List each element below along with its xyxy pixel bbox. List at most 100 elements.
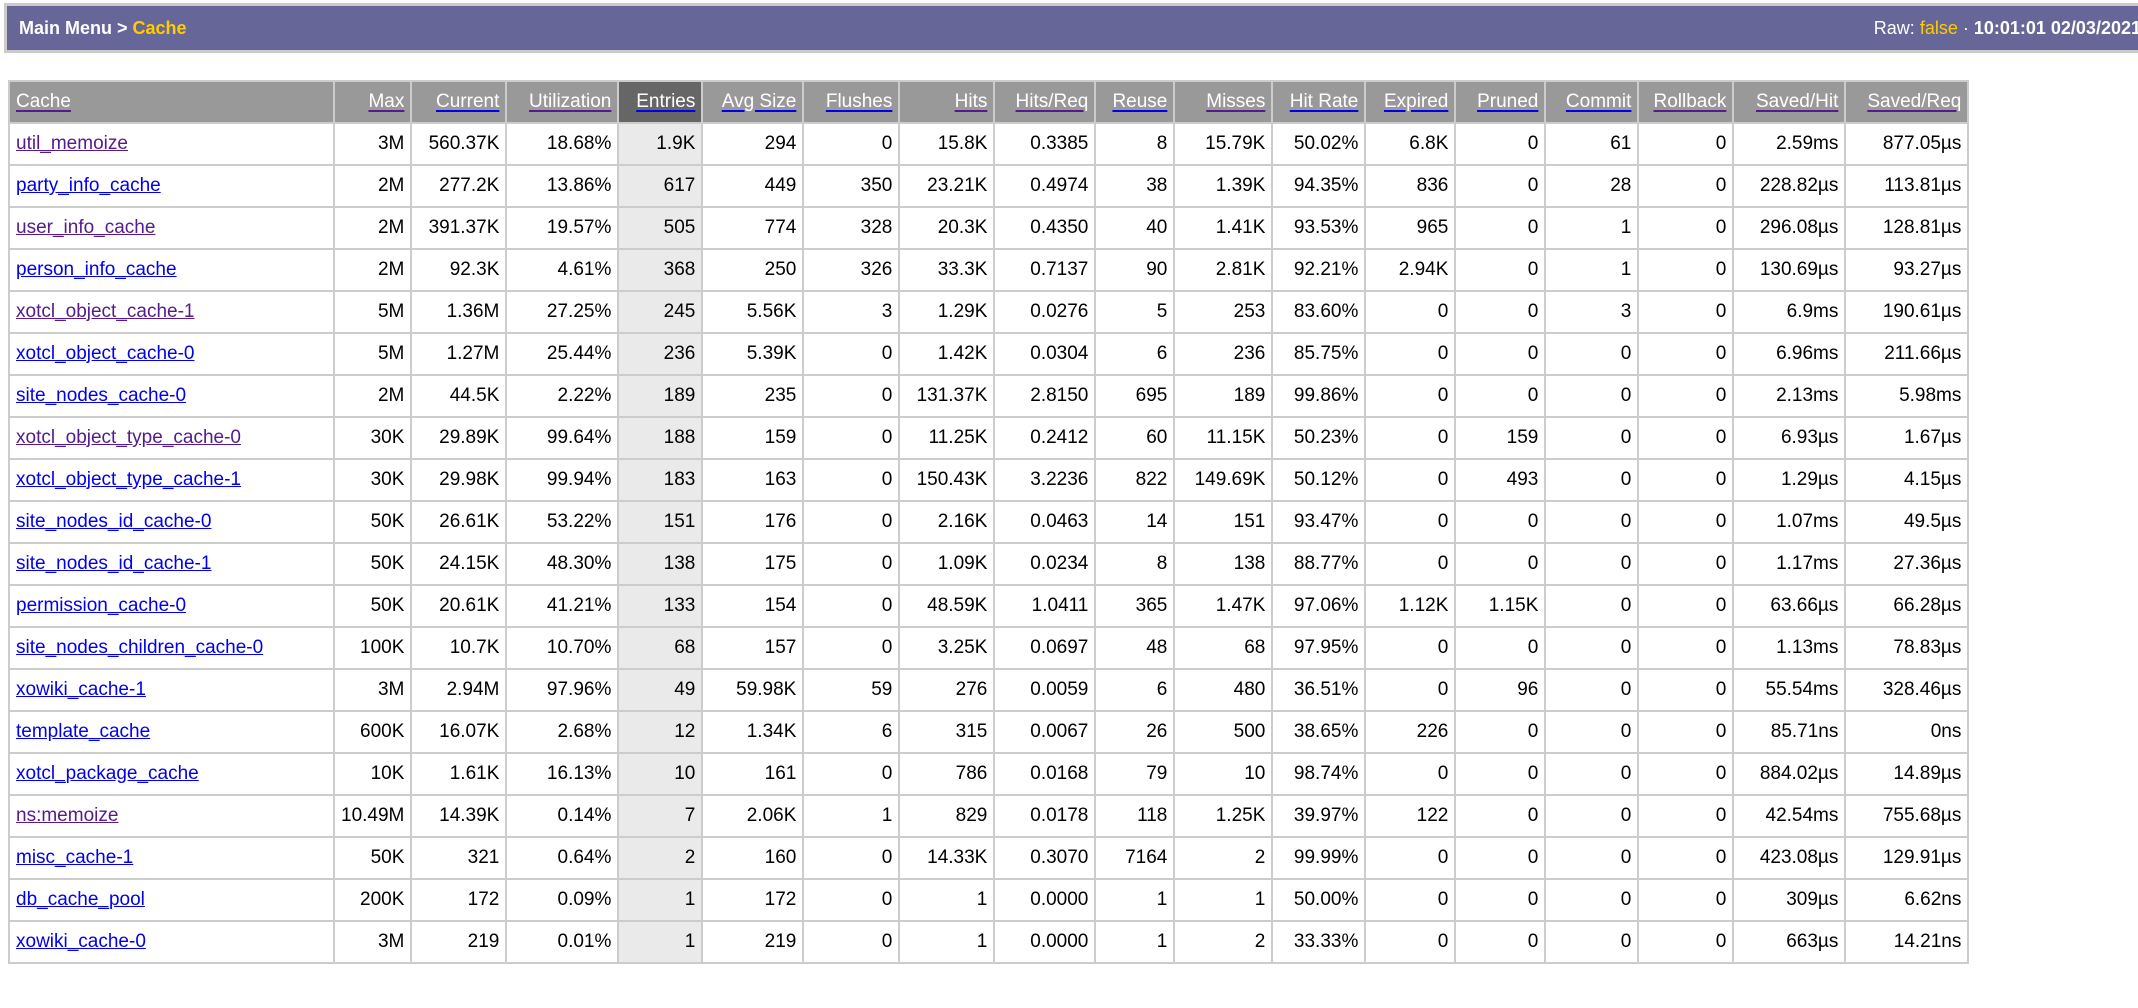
sort-link-hit-rate[interactable]: Hit Rate (1289, 91, 1359, 112)
cell-max: 30K (332, 458, 413, 502)
cell-max: 50K (332, 836, 413, 880)
sort-link-commit[interactable]: Commit (1565, 91, 1632, 112)
cell-pruned: 0 (1454, 332, 1547, 376)
cell-entries: 617 (617, 164, 704, 208)
cell-entries: 68 (617, 626, 704, 670)
cache-name-link[interactable]: template_cache (16, 721, 151, 742)
cell-reuse: 8 (1094, 542, 1176, 586)
cell-max: 200K (332, 878, 413, 922)
cache-name-link[interactable]: site_nodes_id_cache-0 (16, 511, 212, 532)
column-header-saved-req: Saved/Req (1844, 80, 1970, 124)
cache-name-link[interactable]: xowiki_cache-0 (16, 931, 146, 952)
sort-link-reuse[interactable]: Reuse (1112, 91, 1168, 112)
cell-hit-rate: 92.21% (1271, 248, 1367, 292)
cell-hits-req: 0.0276 (993, 290, 1097, 334)
cache-name-link[interactable]: xotcl_object_cache-1 (16, 301, 195, 322)
cell-flushes: 3 (802, 290, 901, 334)
cache-name-link[interactable]: site_nodes_children_cache-0 (16, 637, 264, 658)
cell-expired: 0 (1364, 458, 1457, 502)
sort-link-hits[interactable]: Hits (954, 91, 988, 112)
cache-name-link[interactable]: xowiki_cache-1 (16, 679, 146, 700)
cell-commit: 0 (1544, 878, 1640, 922)
cell-reuse: 5 (1094, 290, 1176, 334)
sort-link-utilization[interactable]: Utilization (529, 91, 612, 112)
cell-max: 10K (332, 752, 413, 796)
cell-hit-rate: 50.02% (1271, 122, 1367, 166)
cache-name-link[interactable]: site_nodes_cache-0 (16, 385, 187, 406)
cache-name-link[interactable]: xotcl_object_type_cache-1 (16, 469, 241, 490)
cell-max: 2M (332, 374, 413, 418)
breadcrumb-main-menu[interactable]: Main Menu (19, 17, 112, 38)
cell-hits-req: 0.0067 (993, 710, 1097, 754)
cache-name-link[interactable]: ns:memoize (16, 805, 119, 826)
cell-hits-req: 2.8150 (993, 374, 1097, 418)
sort-link-pruned[interactable]: Pruned (1477, 91, 1539, 112)
sort-link-entries[interactable]: Entries (636, 91, 696, 112)
cell-avg-size: 154 (701, 584, 805, 628)
sort-link-avg-size[interactable]: Avg Size (721, 91, 797, 112)
cell-max: 2M (332, 164, 413, 208)
cell-current: 1.61K (410, 752, 508, 796)
cell-avg-size: 157 (701, 626, 805, 670)
cell-current: 10.7K (410, 626, 508, 670)
cell-entries: 188 (617, 416, 704, 460)
sort-link-saved-hit[interactable]: Saved/Hit (1756, 91, 1839, 112)
sort-link-cache[interactable]: Cache (16, 91, 71, 112)
cache-name-link[interactable]: permission_cache-0 (16, 595, 187, 616)
cache-name-link[interactable]: xotcl_object_cache-0 (16, 343, 195, 364)
cell-avg-size: 1.34K (701, 710, 805, 754)
cache-name-link[interactable]: site_nodes_id_cache-1 (16, 553, 212, 574)
raw-toggle[interactable]: false (1919, 17, 1958, 38)
sort-link-expired[interactable]: Expired (1383, 91, 1449, 112)
cell-current: 24.15K (410, 542, 508, 586)
table-row: xowiki_cache-1 3M 2.94M 97.96% 49 59.98K 59 276… (8, 668, 1970, 712)
cell-utilization: 99.64% (505, 416, 620, 460)
sort-link-current[interactable]: Current (436, 91, 500, 112)
cell-max: 3M (332, 122, 413, 166)
cell-hits: 48.59K (898, 584, 996, 628)
sort-link-hits-req[interactable]: Hits/Req (1015, 91, 1089, 112)
cell-saved-req: 190.61µs (1844, 290, 1970, 334)
table-row: party_info_cache 2M 277.2K 13.86% 617 449 350 2… (8, 164, 1970, 208)
cache-name-link[interactable]: party_info_cache (16, 175, 161, 196)
cell-saved-req: 6.62ns (1844, 878, 1970, 922)
cache-name-link[interactable]: user_info_cache (16, 217, 156, 238)
cell-hit-rate: 99.99% (1271, 836, 1367, 880)
cache-name-link[interactable]: xotcl_package_cache (16, 763, 199, 784)
sort-link-flushes[interactable]: Flushes (825, 91, 893, 112)
sort-link-saved-req[interactable]: Saved/Req (1867, 91, 1962, 112)
sort-link-rollback[interactable]: Rollback (1653, 91, 1727, 112)
cache-name-link[interactable]: person_info_cache (16, 259, 177, 280)
cell-entries: 7 (617, 794, 704, 838)
cell-utilization: 2.22% (505, 374, 620, 418)
cell-entries: 10 (617, 752, 704, 796)
cache-name-link[interactable]: xotcl_object_type_cache-0 (16, 427, 241, 448)
cell-commit: 0 (1544, 416, 1640, 460)
cell-cache: xowiki_cache-0 (8, 920, 335, 964)
sort-link-max[interactable]: Max (368, 91, 405, 112)
cache-name-link[interactable]: util_memoize (16, 133, 128, 154)
cell-flushes: 6 (802, 710, 901, 754)
cell-hit-rate: 97.06% (1271, 584, 1367, 628)
table-header-row: Cache Max Current Utilization Entries Avg Siz… (8, 80, 1970, 124)
cell-entries: 236 (617, 332, 704, 376)
cell-cache: ns:memoize (8, 794, 335, 838)
table-row: xotcl_object_cache-1 5M 1.36M 27.25% 245 5.56… (8, 290, 1970, 334)
cell-current: 14.39K (410, 794, 508, 838)
column-header-flushes: Flushes (802, 80, 901, 124)
cache-name-link[interactable]: db_cache_pool (16, 889, 145, 910)
sort-link-misses[interactable]: Misses (1206, 91, 1266, 112)
cell-commit: 0 (1544, 710, 1640, 754)
cell-hits: 3.25K (898, 626, 996, 670)
cell-saved-req: 328.46µs (1844, 668, 1970, 712)
cell-reuse: 1 (1094, 920, 1176, 964)
cell-hits: 1.42K (898, 332, 996, 376)
table-row: permission_cache-0 50K 20.61K 41.21% 133 154 0… (8, 584, 1970, 628)
cache-name-link[interactable]: misc_cache-1 (16, 847, 134, 868)
cell-cache: template_cache (8, 710, 335, 754)
cell-commit: 28 (1544, 164, 1640, 208)
cell-saved-req: 211.66µs (1844, 332, 1970, 376)
timestamp: 10:01:01 02/03/2021 (1973, 17, 2138, 38)
cell-flushes: 0 (802, 752, 901, 796)
cell-reuse: 6 (1094, 332, 1176, 376)
